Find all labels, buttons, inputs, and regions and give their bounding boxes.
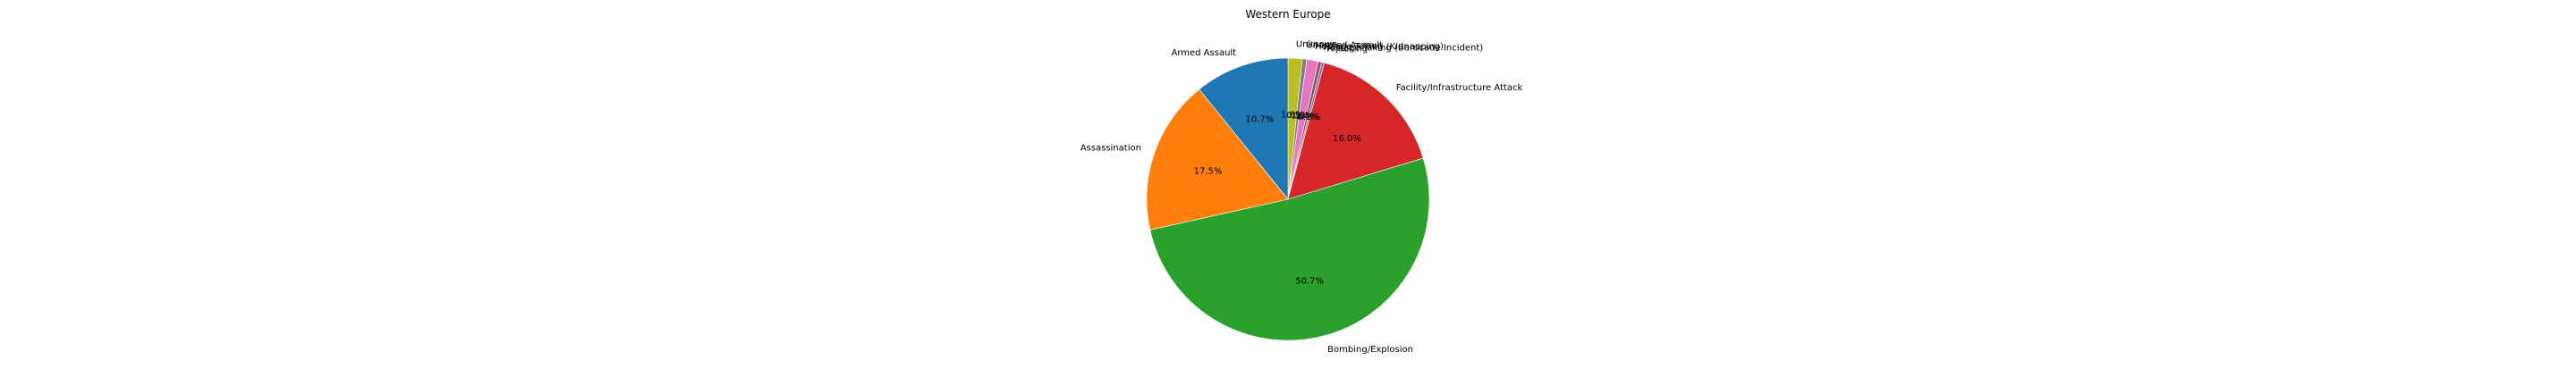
chart-title: Western Europe [1245,8,1330,21]
slice-label-hostage-taking-barricade-incident: Hostage Taking (Barricade Incident) [1323,44,1483,54]
slice-percent-assassination: 17.5% [1194,167,1223,177]
slice-percent-facility-infrastructure-attack: 16.0% [1333,134,1361,144]
slice-label-facility-infrastructure-attack: Facility/Infrastructure Attack [1396,83,1523,93]
pie-slice-facility-infrastructure-attack [1287,62,1424,200]
slice-label-unarmed-assault: Unarmed Assault [1306,40,1383,50]
pie-slice-assassination [1146,88,1289,231]
slice-percent-unarmed-assault: 0.5% [1286,111,1309,121]
slice-percent-unknown: 1.6% [1281,110,1303,120]
pie-wedges [1146,57,1430,341]
pie-slice-armed-assault [1199,57,1289,200]
slice-percent-hostage-taking-barricade-incident: 0.4% [1296,113,1318,122]
slice-percent-hostage-taking-kidnapping: 1.3% [1292,112,1314,122]
slice-label-unknown: Unknown [1296,39,1337,49]
slice-percent-bombing-explosion: 50.7% [1295,277,1324,287]
slice-label-hostage-taking-kidnapping: Hostage Taking (Kidnapping) [1315,42,1444,52]
slice-percent-hijacking: 0.3% [1298,113,1320,122]
slice-label-assassination: Assassination [1080,144,1141,154]
slice-percent-armed-assault: 10.7% [1246,115,1275,125]
pie-labels: Unknown 1.6% Unarmed Assault 0.5% Hostage Ta… [1080,39,1523,355]
slice-label-bombing-explosion: Bombing/Explosion [1327,345,1413,355]
slice-label-armed-assault: Armed Assault [1171,48,1236,58]
pie-slice-bombing-explosion [1149,157,1430,341]
slice-label-hijacking: Hijacking [1326,45,1368,55]
